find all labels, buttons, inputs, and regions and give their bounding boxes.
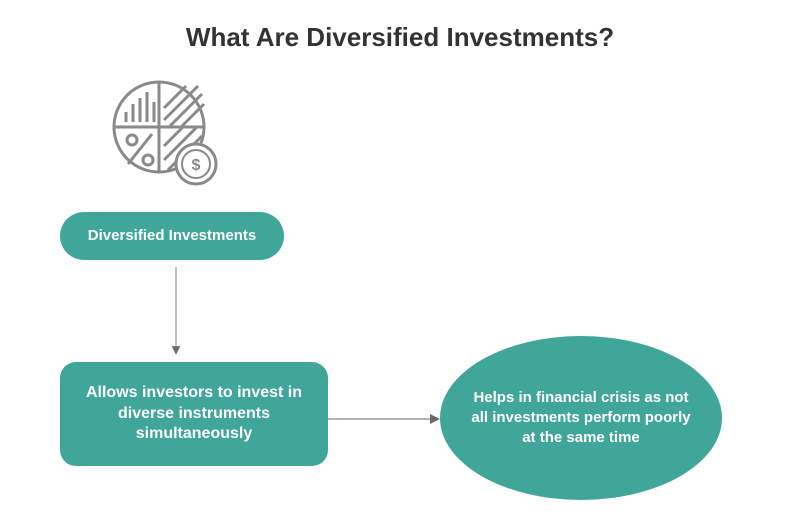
node-helps-financial-crisis: Helps in financial crisis as not all inv… (440, 336, 722, 500)
node-diversified-investments: Diversified Investments (60, 212, 284, 260)
node-label: Allows investors to invest in diverse in… (78, 383, 310, 445)
node-allows-investors: Allows investors to invest in diverse in… (60, 362, 328, 466)
edge-n2-n3 (328, 412, 440, 426)
node-label: Diversified Investments (88, 226, 256, 246)
svg-text:$: $ (192, 157, 201, 174)
diversified-investments-icon: $ (104, 72, 224, 192)
edge-n1-n2 (170, 260, 182, 362)
page-title: What Are Diversified Investments? (148, 22, 652, 53)
node-label: Helps in financial crisis as not all inv… (471, 388, 691, 449)
